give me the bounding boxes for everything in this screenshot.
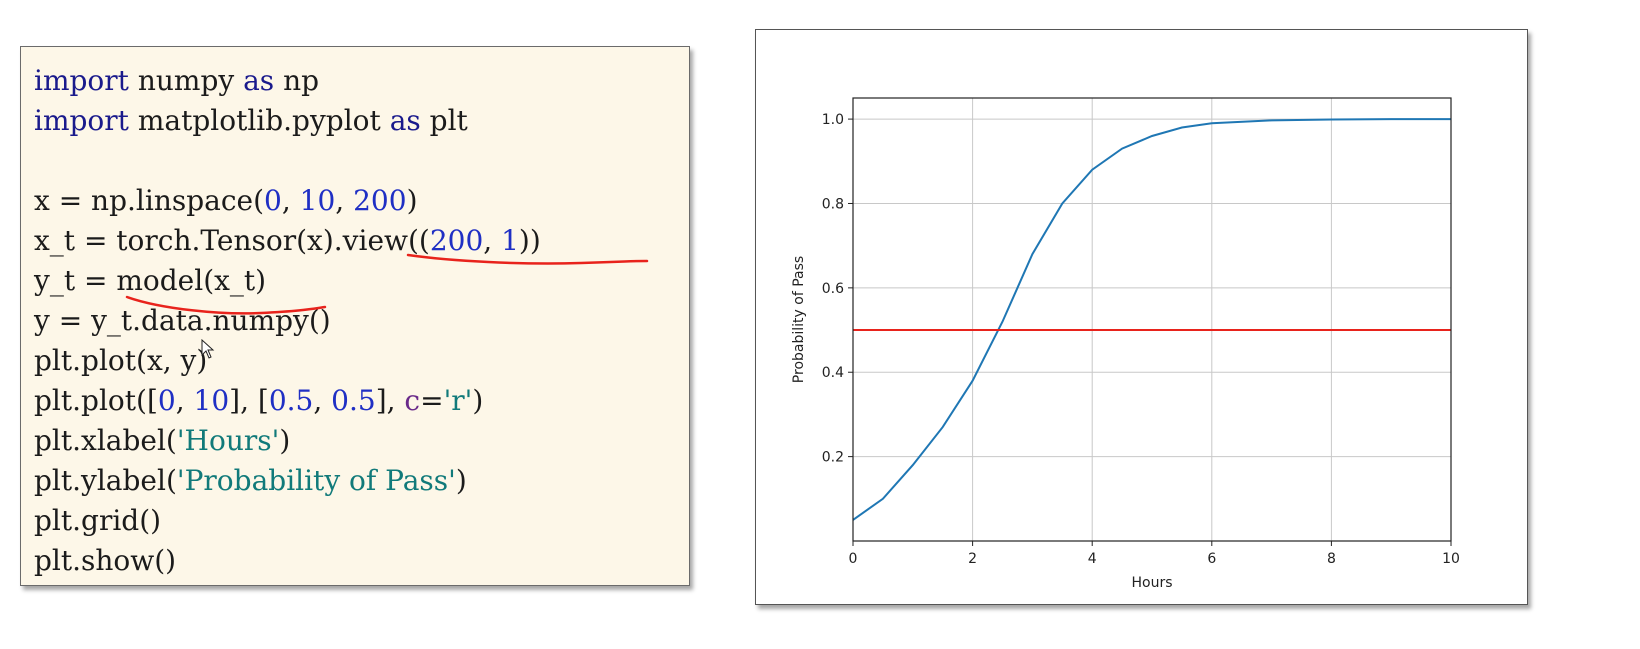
code-token: ) [455,464,467,497]
code-line: x_t = torch.Tensor(x).view((200, 1)) [34,221,541,261]
code-token: , [281,184,300,217]
series-line-0 [852,118,1451,521]
code-token: 200 [353,184,407,217]
code-token: ) [406,184,418,217]
code-token: 'Hours' [176,424,280,457]
code-token: import [34,64,129,97]
code-token: = [420,384,444,417]
code-token: numpy [128,64,244,97]
x-tick-label: 6 [1207,551,1216,567]
y-tick-label: 0.8 [822,196,844,212]
code-token: 1 [501,224,519,257]
y-tick-label: 1.0 [822,112,844,128]
code-line: y_t = model(x_t) [34,261,541,301]
code-token: 10 [193,384,230,417]
code-token: y = y_t.data.numpy() [34,304,331,337]
code-token: 0 [264,184,282,217]
x-axis-label: Hours [1131,575,1172,591]
axes-frame [852,97,1452,542]
x-tick-label: 2 [968,551,977,567]
code-line [34,141,541,181]
code-token: , [175,384,194,417]
code-block: import numpy as np import matplotlib.pypl… [34,61,541,581]
code-token: y_t = model(x_t) [34,264,267,297]
code-line: plt.ylabel('Probability of Pass') [34,461,541,501]
code-line: import matplotlib.pyplot as plt [34,101,541,141]
code-token: 'r' [443,384,473,417]
code-token: , [313,384,332,417]
code-token: 200 [429,224,484,257]
code-token: x = np.linspace( [34,184,265,217]
code-line: y = y_t.data.numpy() [34,301,541,341]
x-tick-label: 4 [1088,551,1097,567]
code-token: ], [375,384,405,417]
code-line: plt.show() [34,541,541,581]
code-token: c [404,384,421,417]
x-tick-label: 0 [849,551,858,567]
code-token: 0.5 [331,384,376,417]
code-token: x_t = torch.Tensor(x).view(( [34,224,430,257]
code-token: 'Probability of Pass' [176,464,456,497]
code-line: x = np.linspace(0, 10, 200) [34,181,541,221]
code-token: )) [518,224,541,257]
plot-area [853,98,1451,541]
code-token: plt.grid() [34,504,162,537]
y-tick-label: 0.2 [822,450,844,466]
code-token: , [483,224,502,257]
mouse-cursor-icon [201,339,215,359]
code-token: as [243,64,275,97]
code-token: as [389,104,421,137]
code-line: plt.grid() [34,501,541,541]
code-token: 0.5 [268,384,314,417]
code-token: plt.ylabel( [34,464,177,497]
code-line: import numpy as np [34,61,541,101]
code-token: plt.xlabel( [34,424,177,457]
code-token: 10 [299,184,336,217]
y-axis-label: Probability of Pass [791,256,807,383]
code-token: plt.show() [34,544,177,577]
code-line: plt.plot([0, 10], [0.5, 0.5], c='r') [34,381,541,421]
code-line: plt.xlabel('Hours') [34,421,541,461]
code-line: plt.plot(x, y) [34,341,541,381]
code-token: ], [ [229,384,269,417]
code-token: ) [279,424,291,457]
code-token: import [34,104,129,137]
y-tick-label: 0.6 [822,281,844,297]
code-token: matplotlib.pyplot [128,104,390,137]
code-token: plt.plot(x, y) [34,344,208,377]
line-chart: 0 2 4 6 8 10 0.2 0.4 0.6 0.8 1.0 Hours Probability o… [791,97,1460,591]
x-tick-label: 8 [1327,551,1336,567]
figure-window: 0 2 4 6 8 10 0.2 0.4 0.6 0.8 1.0 Hours Probability o… [755,29,1528,605]
code-token: plt.plot([ [34,384,158,417]
code-token: 0 [157,384,176,417]
x-tick-label: 10 [1442,551,1460,567]
code-token: ) [472,384,484,417]
code-token: plt [420,104,468,137]
y-tick-label: 0.4 [822,365,844,381]
code-panel: import numpy as np import matplotlib.pypl… [20,46,690,586]
code-token: np [274,64,320,97]
code-token: , [335,184,354,217]
